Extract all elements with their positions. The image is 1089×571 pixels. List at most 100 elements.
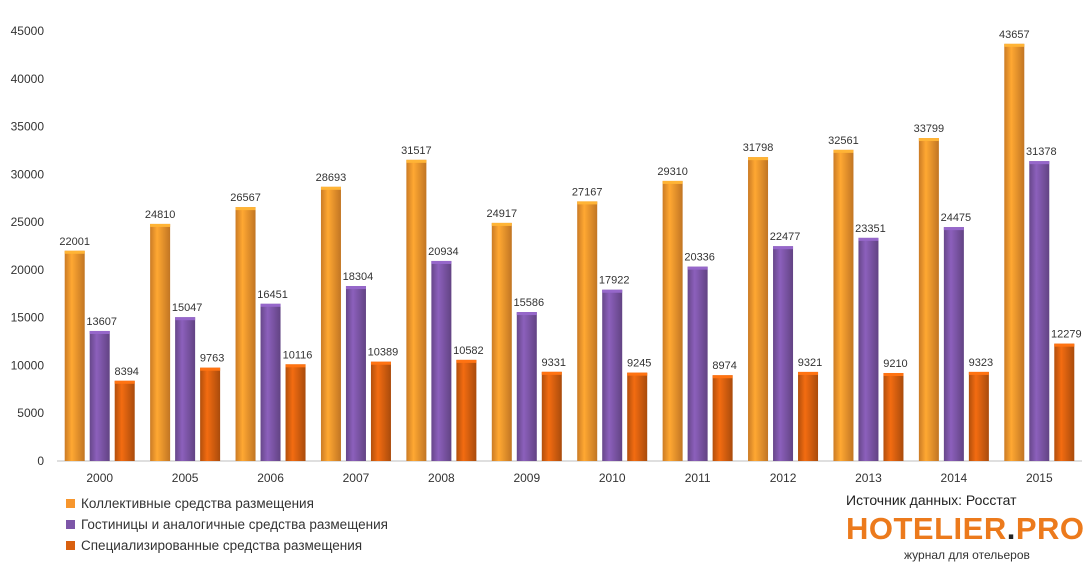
x-tick-label: 2009	[513, 471, 540, 485]
y-tick-label: 20000	[11, 263, 45, 277]
bar-top	[114, 380, 135, 384]
bar-top	[748, 157, 769, 161]
bar-top	[320, 186, 341, 190]
bar-hotels	[858, 237, 879, 461]
bar-top	[406, 159, 427, 163]
y-tick-label: 5000	[17, 406, 44, 420]
bar-top	[687, 266, 708, 270]
bar-collective	[64, 250, 85, 461]
bar-collective	[406, 159, 427, 461]
y-tick-label: 15000	[11, 311, 45, 325]
data-label: 10582	[453, 345, 484, 357]
bar-top	[1054, 343, 1075, 347]
bar-hotels	[773, 246, 794, 461]
x-tick-label: 2014	[941, 471, 968, 485]
x-tick-label: 2007	[343, 471, 370, 485]
bar-top	[260, 303, 281, 307]
bar-collective	[748, 157, 769, 461]
brand-name: HOTELIER	[846, 511, 1007, 546]
data-label: 9245	[627, 358, 651, 370]
data-label: 18304	[343, 271, 374, 283]
data-label: 13607	[86, 316, 117, 328]
bar-hotels	[516, 312, 537, 461]
bar-top	[541, 371, 562, 375]
bar-top	[833, 149, 854, 153]
x-tick-label: 2015	[1026, 471, 1053, 485]
bar-top	[968, 371, 989, 375]
legend-swatch-collective	[66, 499, 75, 508]
legend-item-collective: Коллективные средства размещения	[66, 493, 388, 514]
bar-collective	[150, 223, 171, 461]
bar-top	[918, 138, 939, 142]
bar-specialized	[883, 372, 904, 461]
bar-top	[627, 372, 648, 376]
bar-top	[712, 375, 733, 379]
data-label: 31517	[401, 145, 432, 157]
data-label: 9210	[883, 358, 907, 370]
brand-dot: .	[1006, 511, 1016, 546]
bar-collective	[235, 207, 256, 461]
data-label: 15586	[513, 297, 544, 309]
bar-collective	[320, 186, 341, 461]
data-label: 27167	[572, 186, 603, 198]
bar-specialized	[114, 380, 135, 461]
legend-label-collective: Коллективные средства размещения	[81, 496, 314, 511]
bar-top	[883, 372, 904, 376]
bar-top	[491, 222, 512, 226]
brand-logo: HOTELIER.PRO журнал для отельеров	[846, 511, 1085, 563]
bar-top	[89, 330, 110, 334]
brand-tagline: журнал для отельеров	[904, 548, 1030, 562]
data-label: 8394	[114, 366, 138, 378]
bar-top	[577, 201, 598, 205]
bar-top	[200, 367, 221, 371]
legend-swatch-specialized	[66, 541, 75, 550]
bar-collective	[577, 201, 598, 461]
bar-top	[798, 371, 819, 375]
bar-top	[285, 364, 306, 368]
brand-suffix: PRO	[1015, 511, 1085, 546]
bar-hotels	[687, 266, 708, 461]
data-label: 9321	[798, 357, 822, 369]
y-tick-label: 0	[37, 454, 44, 468]
bar-collective	[918, 138, 939, 461]
bar-hotels	[175, 317, 196, 461]
bar-hotels	[943, 227, 964, 461]
x-tick-label: 2013	[855, 471, 882, 485]
y-tick-label: 10000	[11, 358, 45, 372]
x-tick-label: 2000	[86, 471, 113, 485]
data-label: 23351	[855, 223, 886, 235]
bar-specialized	[285, 364, 306, 461]
bar-hotels	[89, 330, 110, 461]
x-tick-label: 2011	[685, 471, 711, 485]
x-tick-label: 2010	[599, 471, 626, 485]
y-tick-label: 25000	[11, 215, 45, 229]
data-label: 24917	[486, 208, 517, 220]
bar-specialized	[200, 367, 221, 461]
y-tick-label: 30000	[11, 167, 45, 181]
bar-top	[431, 260, 452, 264]
legend-item-specialized: Специализированные средства размещения	[66, 535, 388, 556]
bar-top	[456, 359, 477, 363]
bar-specialized	[798, 371, 819, 461]
bar-top	[150, 223, 171, 227]
legend-item-hotels: Гостиницы и аналогичные средства размеще…	[66, 514, 388, 535]
data-label: 10116	[283, 349, 313, 361]
bar-collective	[491, 222, 512, 461]
bar-collective	[662, 180, 683, 461]
bar-top	[370, 361, 391, 365]
data-label: 20934	[428, 246, 459, 258]
y-tick-label: 35000	[11, 120, 45, 134]
data-label: 22477	[770, 231, 801, 243]
legend: Коллективные средства размещения Гостини…	[66, 493, 388, 556]
bar-top	[516, 312, 537, 316]
bar-top	[64, 250, 85, 254]
bar-chart: 0 5000 10000 15000 20000 25000 30000 35000 40000…	[11, 24, 1082, 485]
bar-top	[235, 207, 256, 211]
bar-specialized	[456, 359, 477, 461]
y-tick-label: 40000	[11, 72, 45, 86]
bar-top	[662, 180, 683, 184]
bar-top	[773, 246, 794, 250]
bar-hotels	[431, 260, 452, 461]
data-label: 26567	[230, 192, 261, 204]
x-tick-label: 2006	[257, 471, 284, 485]
